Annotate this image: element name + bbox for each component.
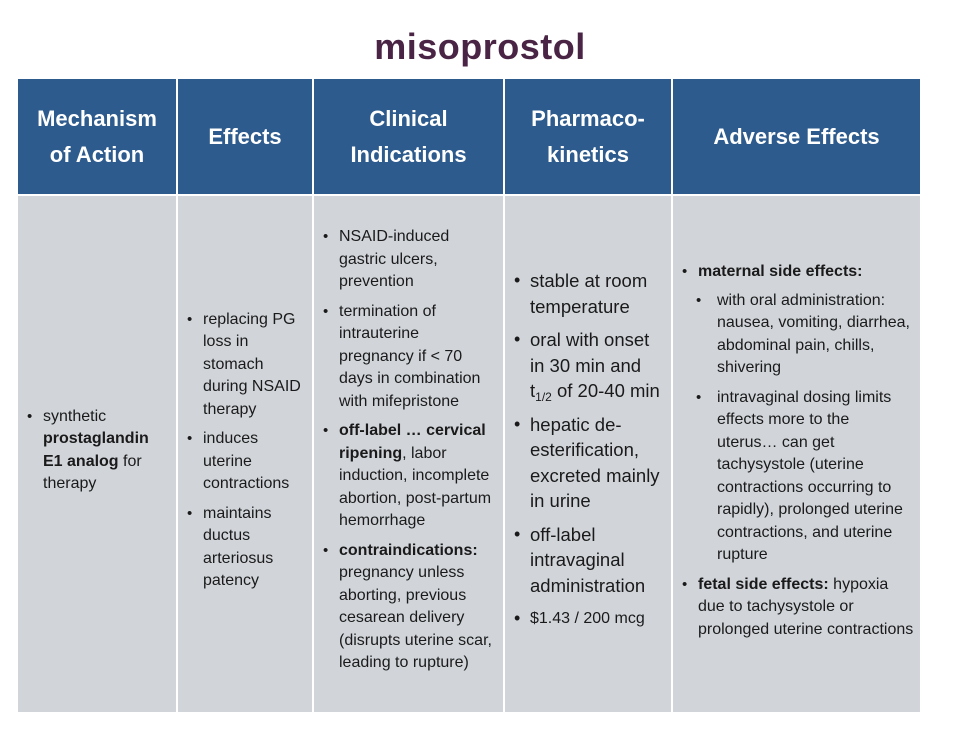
cell-indications: NSAID-induced gastric ulcers, prevention… — [312, 194, 505, 714]
pk-list: stable at room temperature oral with ons… — [511, 268, 665, 632]
list-item: contraindications: pregnancy unless abor… — [320, 540, 497, 675]
list-item: stable at room temperature — [511, 268, 665, 319]
list-item: oral with onset in 30 min and t1/2 of 20… — [511, 327, 665, 404]
cell-mechanism: synthetic prostaglandin E1 analog for th… — [16, 194, 178, 714]
cell-pharmacokinetics: stable at room temperature oral with ons… — [503, 194, 673, 714]
list-item: off-label intravaginal administration — [511, 522, 665, 599]
header-mechanism: Mechanism of Action — [16, 77, 178, 196]
maternal-sublist: with oral administration: nausea, vomiti… — [696, 290, 914, 567]
cell-adverse-effects: maternal side effects: with oral adminis… — [671, 194, 922, 714]
list-item: maternal side effects: with oral adminis… — [679, 261, 914, 567]
header-indications: Clinical Indications — [312, 77, 505, 196]
list-item: termination of intrauterine pregnancy if… — [320, 301, 497, 414]
indications-list: NSAID-induced gastric ulcers, prevention… — [320, 226, 497, 675]
header-effects: Effects — [176, 77, 314, 196]
list-item: hepatic de-esterification, excreted main… — [511, 412, 665, 514]
page-title: misoprostol — [374, 26, 586, 67]
content-row: synthetic prostaglandin E1 analog for th… — [16, 194, 922, 714]
list-item: maintains ductus arteriosus patency — [184, 503, 306, 593]
header-pharmacokinetics: Pharmaco-kinetics — [503, 77, 673, 196]
adverse-list: maternal side effects: with oral adminis… — [679, 261, 914, 641]
cell-effects: replacing PG loss in stomach during NSAI… — [176, 194, 314, 714]
list-item: $1.43 / 200 mcg — [511, 606, 665, 632]
list-item: intravaginal dosing limits effects more … — [696, 387, 914, 567]
list-item: off-label … cervical ripening, labor ind… — [320, 420, 497, 533]
list-item: replacing PG loss in stomach during NSAI… — [184, 309, 306, 422]
header-adverse-effects: Adverse Effects — [671, 77, 922, 196]
list-item: fetal side effects: hypoxia due to tachy… — [679, 574, 914, 642]
drug-summary-table: Mechanism of Action Effects Clinical Ind… — [16, 77, 922, 714]
mechanism-list: synthetic prostaglandin E1 analog for th… — [24, 406, 170, 496]
effects-list: replacing PG loss in stomach during NSAI… — [184, 309, 306, 593]
list-item: with oral administration: nausea, vomiti… — [696, 290, 914, 380]
list-item: synthetic prostaglandin E1 analog for th… — [24, 406, 170, 496]
list-item: NSAID-induced gastric ulcers, prevention — [320, 226, 497, 294]
list-item: induces uterine contractions — [184, 428, 306, 496]
header-row: Mechanism of Action Effects Clinical Ind… — [16, 77, 922, 196]
